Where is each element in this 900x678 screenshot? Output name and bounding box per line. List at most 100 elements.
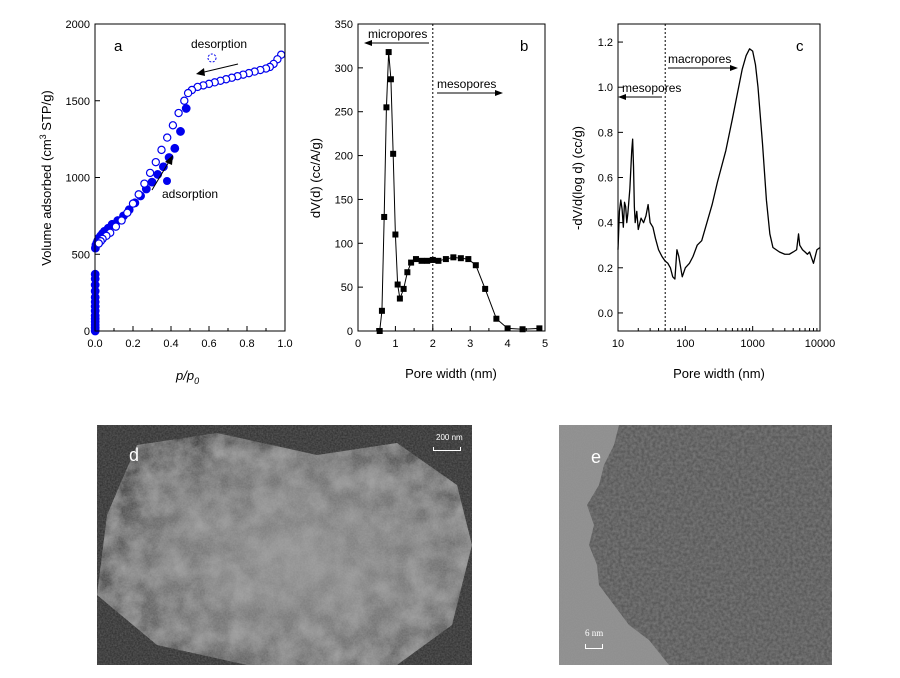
data-point-b <box>450 254 457 261</box>
x-axis-label-b: Pore width (nm) <box>405 366 497 381</box>
data-point-adsorption <box>170 143 180 153</box>
mesopores-arrowhead-b <box>495 90 503 96</box>
data-point-desorption <box>168 121 178 130</box>
data-point-desorption <box>94 239 104 248</box>
mesopores-arrowhead-c <box>618 94 626 100</box>
data-point-b <box>381 213 388 220</box>
adsorption-label: adsorption <box>162 187 218 201</box>
b-x-tick-label: 3 <box>467 338 473 350</box>
a-y-tick-label: 0 <box>84 326 90 338</box>
b-y-tick-label: 200 <box>335 151 353 163</box>
data-point-b <box>383 104 390 111</box>
data-point-b <box>536 325 543 332</box>
data-point-b <box>392 231 399 238</box>
data-point-b <box>378 307 385 314</box>
data-point-b <box>472 262 479 269</box>
scale-bar-label-d: 200 nm <box>436 433 463 442</box>
a-x-tick-label: 0.6 <box>201 338 216 350</box>
data-point-b <box>493 315 500 322</box>
c-x-tick-label: 1000 <box>740 338 764 350</box>
scale-bar-label-e: 6 nm <box>585 628 604 638</box>
desorption-label: desorption <box>191 37 247 51</box>
data-point-b <box>418 257 425 264</box>
data-point-b <box>465 256 472 263</box>
c-x-tick-label: 10000 <box>805 338 836 350</box>
b-y-tick-label: 350 <box>335 19 353 31</box>
data-point-adsorption <box>181 104 191 113</box>
a-x-tick-label: 1.0 <box>277 338 292 350</box>
data-point-b <box>424 257 431 264</box>
data-point-desorption <box>123 208 132 218</box>
data-point-desorption <box>117 216 126 225</box>
panel-label-b: b <box>520 38 528 55</box>
data-point-desorption <box>111 222 121 231</box>
adsorption-legend-marker <box>163 177 171 185</box>
b-x-tick-label: 5 <box>542 338 548 350</box>
data-point-desorption <box>162 133 172 142</box>
data-point-adsorption <box>153 170 163 179</box>
b-x-tick-label: 0 <box>355 338 361 350</box>
data-point-desorption <box>134 190 143 199</box>
c-y-tick-label: 0.8 <box>598 127 613 139</box>
x-axis-label-c: Pore width (nm) <box>673 366 765 381</box>
sem-image <box>97 425 472 665</box>
data-point-desorption <box>183 88 193 98</box>
data-point-desorption <box>151 157 160 167</box>
b-x-tick-label: 4 <box>505 338 511 350</box>
b-y-tick-label: 100 <box>335 238 353 250</box>
c-y-tick-label: 0.6 <box>598 173 613 185</box>
macropores-arrowhead <box>730 65 738 71</box>
tem-micrograph-e: e 6 nm <box>559 425 832 665</box>
data-point-b <box>390 150 397 157</box>
x-axis-label-a: p/p0 <box>175 368 199 386</box>
data-point-b <box>519 326 526 333</box>
adsorption-arrowhead <box>165 155 173 165</box>
c-y-tick-label: 1.2 <box>598 37 613 49</box>
sem-micrograph-d: d 200 nm <box>97 425 472 665</box>
series-line-c <box>617 48 821 280</box>
y-axis-label-c: -dV/d(log d) (cc/g) <box>570 126 585 230</box>
a-y-tick-label: 2000 <box>66 19 90 31</box>
micrograph-label-d: d <box>129 445 140 465</box>
y-axis-label-b: dV(d) (cc/A/g) <box>308 138 323 218</box>
c-y-tick-label: 1.0 <box>598 82 613 94</box>
c-y-tick-label: 0.4 <box>598 218 613 230</box>
data-point-b <box>396 295 403 302</box>
data-point-b <box>404 269 411 276</box>
desorption-legend-marker <box>207 53 217 63</box>
scale-bar-d <box>433 447 461 451</box>
chart-a: 0.0 0.2 0.4 0.6 0.8 1.0 0 500 1000 1500 2000 a des… <box>38 19 293 386</box>
micropores-label: micropores <box>368 27 427 41</box>
plot-frame-b <box>357 23 546 332</box>
chart-c: 10 100 1000 10000 0.0 0.2 0.4 0.6 0.8 1.0 1.2 c ma… <box>570 23 836 381</box>
tem-image <box>559 425 832 665</box>
data-point-b <box>394 281 401 288</box>
desorption-arrowhead <box>196 68 205 76</box>
a-x-tick-label: 0.8 <box>239 338 254 350</box>
b-y-tick-label: 50 <box>341 282 353 294</box>
data-point-desorption <box>174 108 183 118</box>
data-point-b <box>400 285 407 292</box>
b-y-tick-label: 150 <box>335 194 353 206</box>
data-point-b <box>385 49 392 56</box>
panel-label-c: c <box>796 38 804 55</box>
c-x-tick-label: 100 <box>676 338 694 350</box>
c-y-tick-label: 0.0 <box>598 308 613 320</box>
data-point-adsorption <box>176 127 185 136</box>
a-y-tick-label: 1000 <box>66 173 90 185</box>
data-point-b <box>408 259 415 266</box>
micrograph-label-e: e <box>591 447 602 467</box>
b-y-tick-label: 250 <box>335 107 353 119</box>
micropores-arrowhead <box>364 40 372 46</box>
panel-label-a: a <box>114 38 123 55</box>
c-x-tick-label: 10 <box>612 338 624 350</box>
mesopores-label-b: mesopores <box>437 77 496 91</box>
b-x-tick-label: 2 <box>430 338 436 350</box>
data-point-b <box>387 76 394 83</box>
a-y-tick-label: 1500 <box>66 96 90 108</box>
data-point-desorption <box>145 168 155 178</box>
desorption-arrow <box>199 63 239 74</box>
data-point-b <box>457 255 464 262</box>
a-x-tick-label: 0.4 <box>163 338 178 350</box>
